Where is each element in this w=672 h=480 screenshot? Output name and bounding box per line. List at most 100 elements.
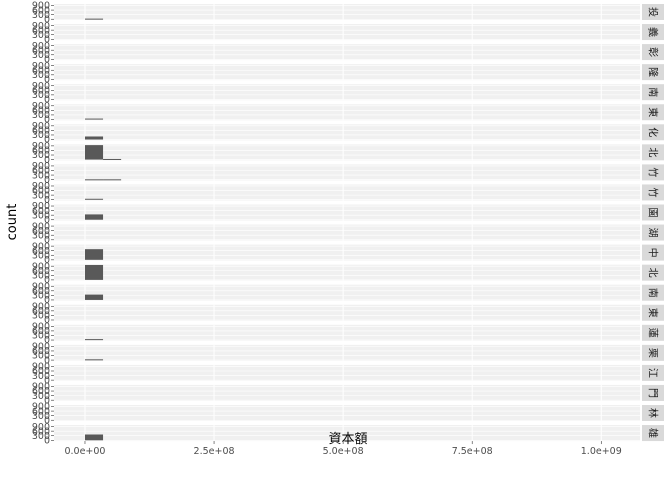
histogram-bar <box>84 214 104 220</box>
y-tick-label: 0 <box>44 315 50 326</box>
panel-background <box>54 144 640 161</box>
x-axis-title: 資本額 <box>328 432 367 447</box>
facet-strip <box>642 384 664 401</box>
y-tick-label: 600 <box>32 386 50 397</box>
y-tick-label: 900 <box>32 402 50 413</box>
facet-strip <box>642 24 664 41</box>
y-tick-label: 600 <box>32 126 50 137</box>
y-tick-label: 300 <box>32 90 50 101</box>
y-tick-label: 0 <box>44 235 50 246</box>
facet-strip <box>642 224 664 241</box>
panel-background <box>54 44 640 61</box>
facet-strip <box>642 144 664 161</box>
facet-strip-label: 義 <box>647 27 660 37</box>
y-tick-label: 600 <box>32 25 50 36</box>
y-tick-label: 0 <box>44 34 50 45</box>
facet-strip-label: 南 <box>647 288 660 298</box>
facet-strip-label: 栗 <box>647 348 659 358</box>
y-tick-label: 0 <box>44 335 50 346</box>
y-tick-label: 300 <box>32 130 50 141</box>
y-tick-label: 600 <box>32 65 50 76</box>
y-tick-label: 0 <box>44 415 50 426</box>
histogram-bar <box>84 118 104 120</box>
facet-strip <box>642 405 664 421</box>
y-tick-label: 600 <box>32 266 50 277</box>
y-tick-label: 300 <box>32 150 50 161</box>
panel-background <box>54 64 640 81</box>
y-tick-label: 600 <box>32 326 50 337</box>
y-tick-label: 600 <box>32 286 50 297</box>
facet-strip-label: 蓮 <box>647 328 660 338</box>
histogram-bar <box>103 179 122 181</box>
y-tick-label: 900 <box>32 41 50 52</box>
y-tick-label: 0 <box>44 55 50 66</box>
y-tick-label: 900 <box>32 241 50 252</box>
y-tick-label: 300 <box>32 50 50 61</box>
y-tick-label: 900 <box>32 21 50 32</box>
y-tick-label: 0 <box>44 195 50 206</box>
x-tick-label: 2.5e+08 <box>194 446 235 457</box>
facet-strip-label: 竹 <box>647 187 660 197</box>
y-tick-label: 600 <box>32 106 50 117</box>
panel-background <box>54 204 640 221</box>
panel-background <box>54 4 640 20</box>
y-tick-label: 600 <box>32 426 50 437</box>
y-tick-label: 300 <box>32 331 50 342</box>
y-tick-label: 0 <box>44 215 50 226</box>
y-tick-label: 300 <box>32 170 50 181</box>
facet-strip-label: 東 <box>647 107 660 117</box>
y-tick-label: 300 <box>32 391 50 402</box>
histogram-bar <box>84 339 104 341</box>
facet-strip-label: 化 <box>647 127 660 137</box>
y-tick-label: 900 <box>32 342 50 353</box>
panel-background <box>54 124 640 141</box>
facet-strip <box>642 4 664 20</box>
y-tick-label: 300 <box>32 210 50 221</box>
panel-background <box>54 184 640 201</box>
y-tick-label: 600 <box>32 186 50 197</box>
panel-background <box>54 244 640 261</box>
y-tick-label: 600 <box>32 166 50 177</box>
y-tick-label: 900 <box>32 181 50 192</box>
facet-strip <box>642 204 664 221</box>
y-tick-label: 600 <box>32 306 50 317</box>
y-tick-label: 900 <box>32 161 50 172</box>
panels: 0300600900投0300600900義0300600900彰0300600… <box>32 1 664 446</box>
panel-background <box>54 304 640 321</box>
facet-strip-label: 彰 <box>647 47 660 57</box>
panel-background <box>54 284 640 301</box>
y-tick-label: 600 <box>32 146 50 157</box>
facet-strip-label: 雄 <box>647 428 660 438</box>
x-axis: 0.0e+00 2.5e+08 5.0e+08 7.5e+08 1.0e+09 <box>64 441 622 457</box>
y-tick-label: 0 <box>44 355 50 366</box>
y-tick-label: 900 <box>32 101 50 112</box>
y-tick-label: 300 <box>32 190 50 201</box>
y-tick-label: 0 <box>44 95 50 106</box>
panel-background <box>54 405 640 421</box>
histogram-bar <box>84 434 104 441</box>
y-tick-label: 300 <box>32 271 50 282</box>
y-tick-label: 900 <box>32 221 50 232</box>
panel-background <box>54 364 640 381</box>
y-tick-label: 300 <box>32 431 50 442</box>
panel-background <box>54 425 640 442</box>
histogram-bar <box>84 198 104 200</box>
y-tick-label: 600 <box>32 206 50 217</box>
y-tick-label: 900 <box>32 261 50 272</box>
facet-strip-label: 門 <box>647 388 659 398</box>
y-tick-label: 0 <box>44 375 50 386</box>
y-tick-label: 0 <box>44 175 50 186</box>
y-tick-label: 300 <box>32 110 50 121</box>
y-tick-label: 900 <box>32 61 50 72</box>
x-tick-label: 7.5e+08 <box>452 446 493 457</box>
facet-strip <box>642 64 664 81</box>
facet-strip-label: 北 <box>647 268 659 278</box>
y-tick-label: 0 <box>44 115 50 126</box>
y-tick-label: 900 <box>32 201 50 212</box>
